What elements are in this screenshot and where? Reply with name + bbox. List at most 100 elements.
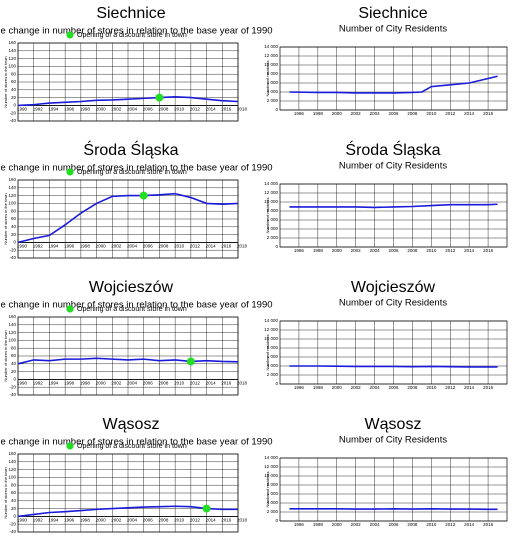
x-tick-label: 1992 [33,244,44,249]
x-tick-label: 2016 [221,107,232,112]
y-tick-label: 120 [8,467,16,472]
legend-swatch [66,442,74,450]
x-tick-label: 2000 [96,381,107,386]
y-tick-label: 40 [11,498,17,503]
y-tick-label: 160 [8,314,16,319]
x-tick-label: 2000 [332,522,343,527]
x-tick-label: 1990 [17,381,28,386]
x-tick-label: 2012 [445,385,456,390]
x-tick-label: 2004 [127,518,138,523]
x-tick-label: 2008 [407,248,418,253]
x-tick-label: 2014 [464,522,475,527]
plot-frame [279,457,508,522]
chart-title: Wojcieszów [351,279,436,296]
y-tick-label: 60 [11,79,17,84]
x-tick-label: 1990 [17,107,28,112]
y-tick-label: 8 000 [267,345,279,350]
y-tick-label: 120 [8,56,16,61]
y-tick-label: 40 [11,224,17,229]
y-axis-label: Number of residents [265,60,270,96]
y-tick-label: 14 000 [264,181,278,186]
y-tick-label: 10 000 [264,336,278,341]
y-tick-label: 20 [11,369,17,374]
data-line [289,365,498,368]
y-tick-label: 80 [11,482,17,487]
y-tick-label: 4 000 [267,226,279,231]
chart-title: Środa Śląska [345,140,440,159]
y-axis-label: Number of stores in the town [3,193,8,244]
y-tick-label: 100 [8,64,16,69]
x-tick-label: 2006 [388,111,399,116]
chart-subtitle: Number of City Residents [339,161,447,172]
chart-subtitle: The change in number of stores in relati… [0,163,273,174]
y-tick-label: 140 [8,322,16,327]
y-axis-label: Number of residents [265,197,270,233]
x-tick-label: 2000 [96,107,107,112]
data-line [17,505,238,518]
y-tick-label: 100 [8,475,16,480]
x-tick-label: 2014 [206,244,217,249]
y-tick-label: 0 [13,377,16,382]
x-tick-label: 2006 [388,248,399,253]
y-tick-label: 60 [11,216,17,221]
x-tick-label: 2002 [111,518,122,523]
y-tick-label: 0 [13,514,16,519]
y-tick-label: 100 [8,201,16,206]
y-tick-label: 12 000 [264,53,278,58]
x-tick-label: 1996 [294,522,305,527]
y-tick-label: 6 000 [267,217,279,222]
x-tick-label: 2016 [221,518,232,523]
x-tick-label: 2010 [174,107,185,112]
chart-title: Środa Śląska [83,140,178,159]
data-line [17,192,239,244]
x-tick-label: 2000 [332,111,343,116]
y-tick-label: 6 000 [267,354,279,359]
x-tick-label: 2014 [464,111,475,116]
y-tick-label: 10 000 [264,62,278,67]
y-tick-label: 14 000 [264,455,278,460]
x-tick-label: 2002 [351,111,362,116]
x-tick-label: 2006 [143,381,154,386]
x-tick-label: 2014 [206,518,217,523]
chart-title: Wojcieszów [89,279,174,296]
data-line [17,357,239,365]
y-tick-label: 20 [11,95,17,100]
x-tick-label: 2000 [96,518,107,523]
x-tick-label: 2018 [237,107,248,112]
y-tick-label: 160 [8,177,16,182]
legend-swatch [66,305,74,313]
plot-frame [279,183,508,248]
y-tick-label: 12 000 [264,327,278,332]
chart-title: Siechnice [96,5,165,22]
x-tick-label: 2012 [445,111,456,116]
y-tick-label: 140 [8,185,16,190]
x-tick-label: 1998 [313,111,324,116]
plot-frame [279,46,508,111]
x-tick-label: 1996 [64,107,75,112]
x-tick-label: 2000 [332,248,343,253]
plot-frame [17,453,239,533]
y-tick-label: -20 [9,110,16,115]
x-tick-label: 1996 [294,111,305,116]
y-tick-label: 160 [8,40,16,45]
chart-title: Wąsosz [365,416,422,433]
x-tick-label: 1990 [17,244,28,249]
x-tick-label: 2000 [96,244,107,249]
x-tick-label: 2014 [206,107,217,112]
y-tick-label: 0 [275,518,278,523]
x-tick-label: 2018 [237,518,248,523]
y-tick-label: 4 000 [267,89,279,94]
x-tick-label: 1998 [80,107,91,112]
x-tick-label: 1994 [48,107,59,112]
discount-store-marker [186,357,195,366]
x-tick-label: 2008 [158,107,169,112]
y-tick-label: 8 000 [267,482,279,487]
y-axis-label: Number of stores in the town [3,56,8,107]
data-line [289,75,498,94]
y-tick-label: 140 [8,459,16,464]
x-tick-label: 2016 [221,381,232,386]
x-tick-label: 1998 [313,385,324,390]
y-axis-label: Number of residents [265,334,270,370]
y-tick-label: 2 000 [267,235,279,240]
y-tick-label: 2 000 [267,98,279,103]
